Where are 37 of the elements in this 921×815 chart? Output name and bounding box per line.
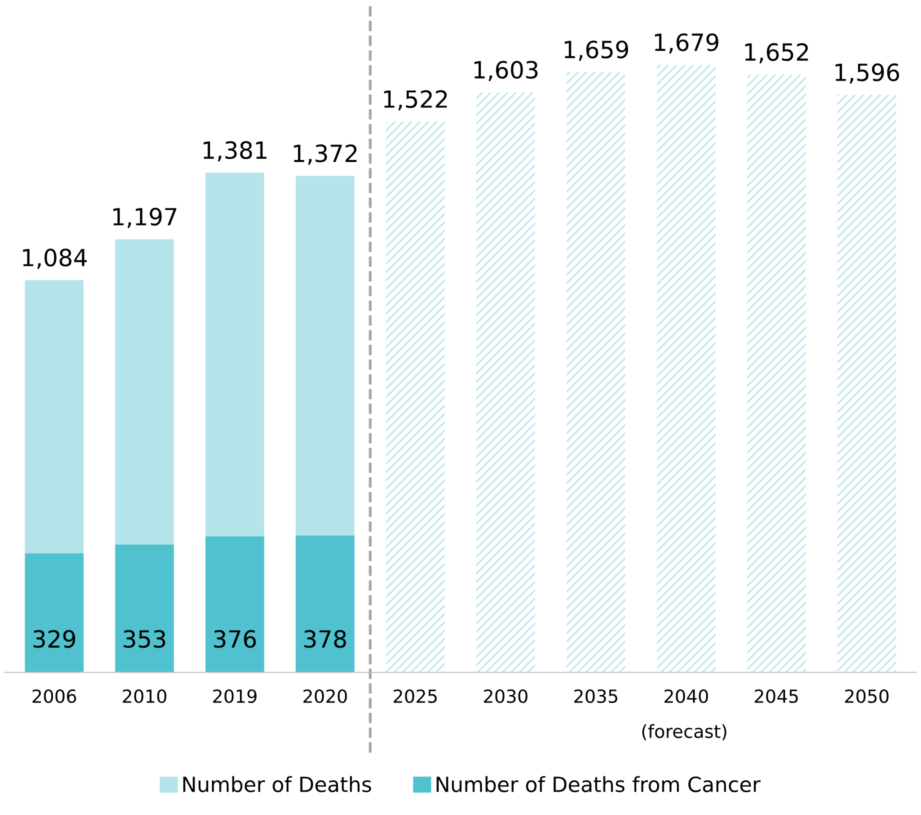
data-label: 1,522 [384, 90, 447, 110]
data-label: 378 [304, 630, 346, 648]
x-tick-label: 2035 [574, 689, 618, 704]
x-tick-label: 2020 [303, 689, 347, 704]
data-label: 353 [124, 630, 166, 648]
data-label: 1,084 [23, 248, 87, 269]
x-tick-label: 2050 [845, 689, 889, 704]
data-label: 1,679 [654, 33, 718, 54]
data-label: 1,381 [204, 141, 266, 162]
bar [296, 536, 354, 672]
x-tick-label: 2019 [213, 689, 257, 704]
data-label: 1,603 [474, 60, 538, 82]
bar [747, 74, 806, 672]
x-tick-label: 2040 [664, 689, 708, 704]
data-label: 1,652 [745, 43, 808, 64]
bar [205, 536, 264, 672]
bar [386, 122, 445, 672]
bar [115, 544, 174, 672]
data-label: 1,197 [113, 208, 176, 228]
data-label: 1,596 [836, 63, 900, 84]
data-label: 329 [34, 630, 76, 648]
data-label: 376 [214, 630, 256, 648]
x-tick-label: 2010 [122, 689, 166, 704]
data-label: 1,659 [564, 40, 628, 61]
x-tick-label: 2006 [32, 689, 76, 704]
bar [837, 94, 896, 672]
bar [24, 553, 84, 672]
text: (forecast) [642, 724, 726, 740]
bar [656, 64, 716, 672]
x-tick-label: 2045 [754, 689, 798, 704]
data-label: 1,372 [294, 144, 357, 165]
x-tick-label: 2025 [394, 689, 437, 704]
bar [566, 72, 626, 672]
bar [476, 92, 535, 672]
x-tick-label: 2030 [484, 689, 528, 704]
legend-label: Number of Deaths [183, 776, 372, 792]
legend-label: Number of Deaths from Cancer [436, 776, 761, 792]
